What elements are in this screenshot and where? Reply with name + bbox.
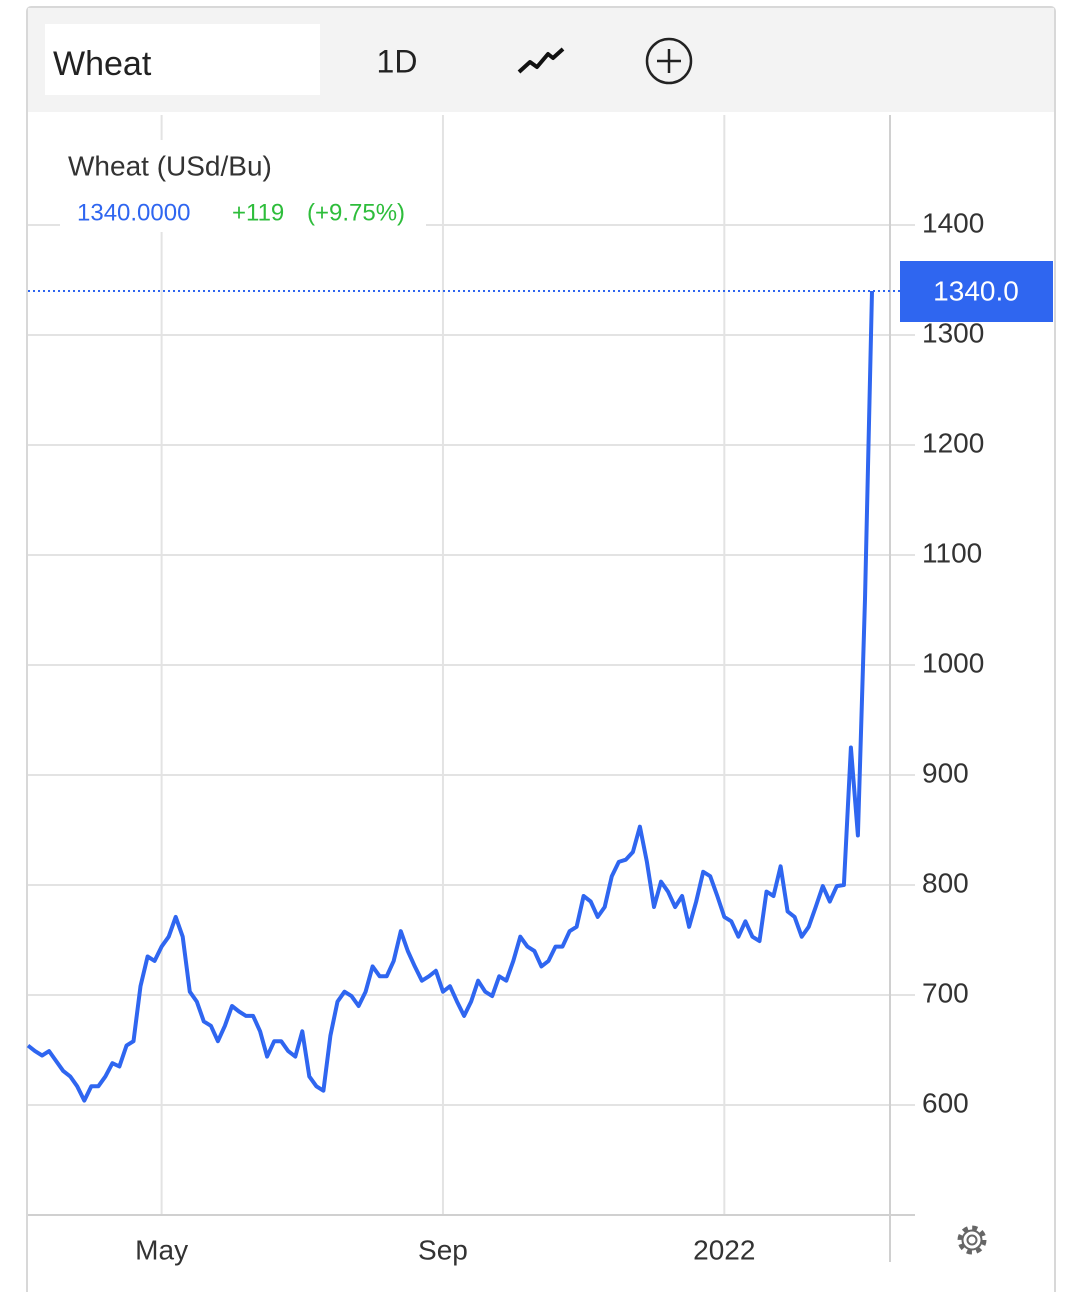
y-tick-label: 900: [922, 757, 969, 788]
price-tag-text: 1340.0: [933, 275, 1019, 306]
legend-name: Wheat (USd/Bu): [68, 150, 272, 181]
card: [26, 6, 1056, 1292]
legend-change: +119: [232, 199, 284, 226]
price-tag: [900, 261, 1053, 322]
y-tick-label: 600: [922, 1087, 969, 1118]
y-tick-label: 1400: [922, 207, 984, 238]
y-tick-label: 800: [922, 867, 969, 898]
settings-button[interactable]: [957, 1225, 987, 1255]
x-tick-label: 2022: [693, 1234, 755, 1265]
x-tick-label: Sep: [418, 1234, 468, 1265]
x-tick-label: May: [135, 1234, 188, 1265]
legend-change-percent: (+9.75%): [307, 199, 405, 226]
y-tick-label: 700: [922, 977, 969, 1008]
price-line: [26, 290, 874, 1103]
legend-bg: [60, 140, 426, 232]
plot-area: 600 700 800 900 1000 1100 1200 1300 1400 May Sep 20…: [26, 115, 1053, 1265]
y-tick-label: 1100: [922, 537, 982, 568]
symbol-input[interactable]: [45, 24, 320, 95]
y-tick-label: 1000: [922, 647, 984, 678]
y-tick-label: 1200: [922, 427, 984, 458]
legend-price: 1340.0000: [77, 199, 190, 226]
chart-type-button[interactable]: [517, 47, 565, 74]
symbol-text: Wheat: [53, 45, 152, 83]
compare-button[interactable]: [645, 37, 693, 85]
interval-button[interactable]: 1D: [377, 43, 418, 79]
y-tick-label: 1300: [922, 317, 984, 348]
